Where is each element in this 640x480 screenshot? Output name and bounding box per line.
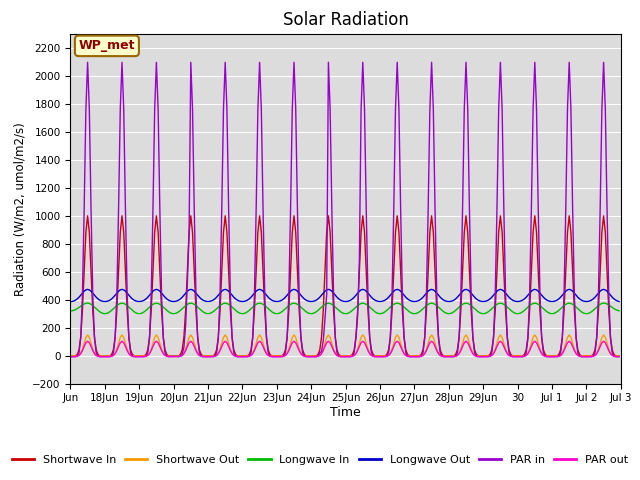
Legend: Shortwave In, Shortwave Out, Longwave In, Longwave Out, PAR in, PAR out: Shortwave In, Shortwave Out, Longwave In… bbox=[7, 451, 633, 469]
Text: WP_met: WP_met bbox=[79, 39, 135, 52]
Y-axis label: Radiation (W/m2, umol/m2/s): Radiation (W/m2, umol/m2/s) bbox=[13, 122, 27, 296]
Title: Solar Radiation: Solar Radiation bbox=[283, 11, 408, 29]
X-axis label: Time: Time bbox=[330, 406, 361, 419]
